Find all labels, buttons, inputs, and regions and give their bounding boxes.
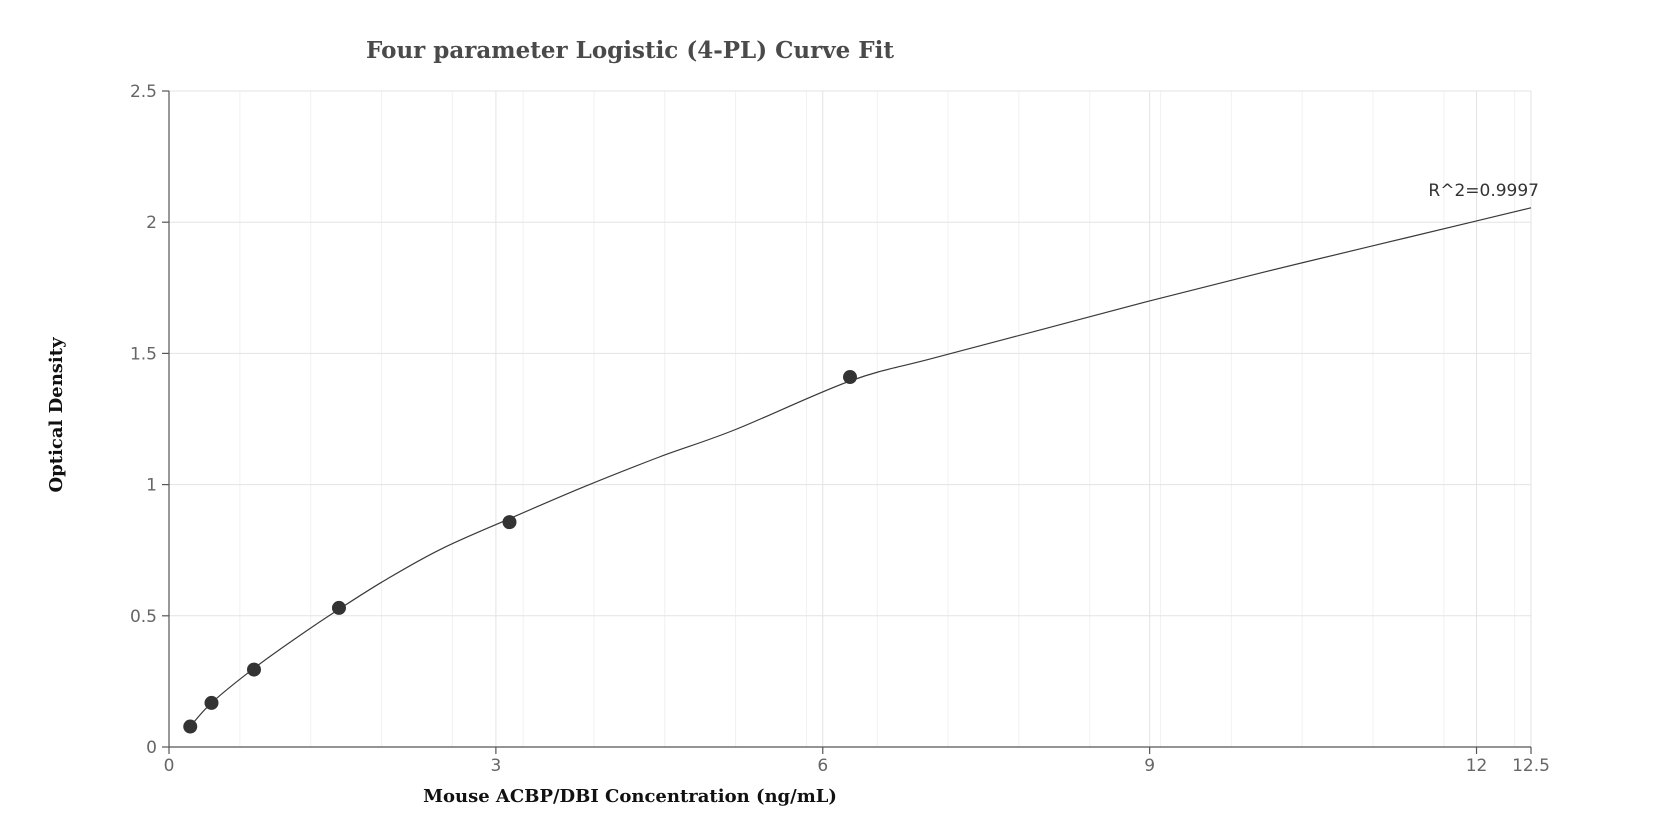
x-tick-label: 0: [164, 756, 175, 776]
y-tick-label: 0.5: [130, 607, 157, 627]
fit-curve-line: [189, 207, 1532, 727]
x-tick-label: 9: [1144, 756, 1155, 776]
chart-title: Four parameter Logistic (4-PL) Curve Fit: [366, 37, 894, 64]
data-point: [331, 600, 346, 615]
data-point: [843, 370, 857, 385]
axes: 0 3 6 9 12 12.5 0 0.5 1 1.5 2 2.5: [130, 82, 1550, 776]
y-tick-label: 2.5: [130, 82, 157, 102]
y-tick-label: 1.5: [130, 344, 157, 364]
y-tick-label: 2: [146, 213, 157, 233]
x-tick-label: 12.5: [1512, 756, 1550, 776]
data-point: [502, 515, 517, 530]
y-tick-label: 0: [146, 738, 157, 758]
r-squared-annotation: R^2=0.9997: [1428, 181, 1539, 201]
grid: [169, 90, 1532, 747]
x-tick-label: 3: [490, 756, 501, 776]
y-axis-title: Optical Density: [46, 337, 67, 493]
data-point: [204, 695, 219, 710]
data-point: [183, 719, 198, 734]
x-tick-label: 12: [1466, 756, 1488, 776]
data-point: [246, 662, 261, 677]
x-tick-label: 6: [817, 756, 828, 776]
x-axis-title: Mouse ACBP/DBI Concentration (ng/mL): [423, 786, 837, 807]
y-tick-label: 1: [146, 476, 157, 496]
data-points: [183, 370, 857, 734]
